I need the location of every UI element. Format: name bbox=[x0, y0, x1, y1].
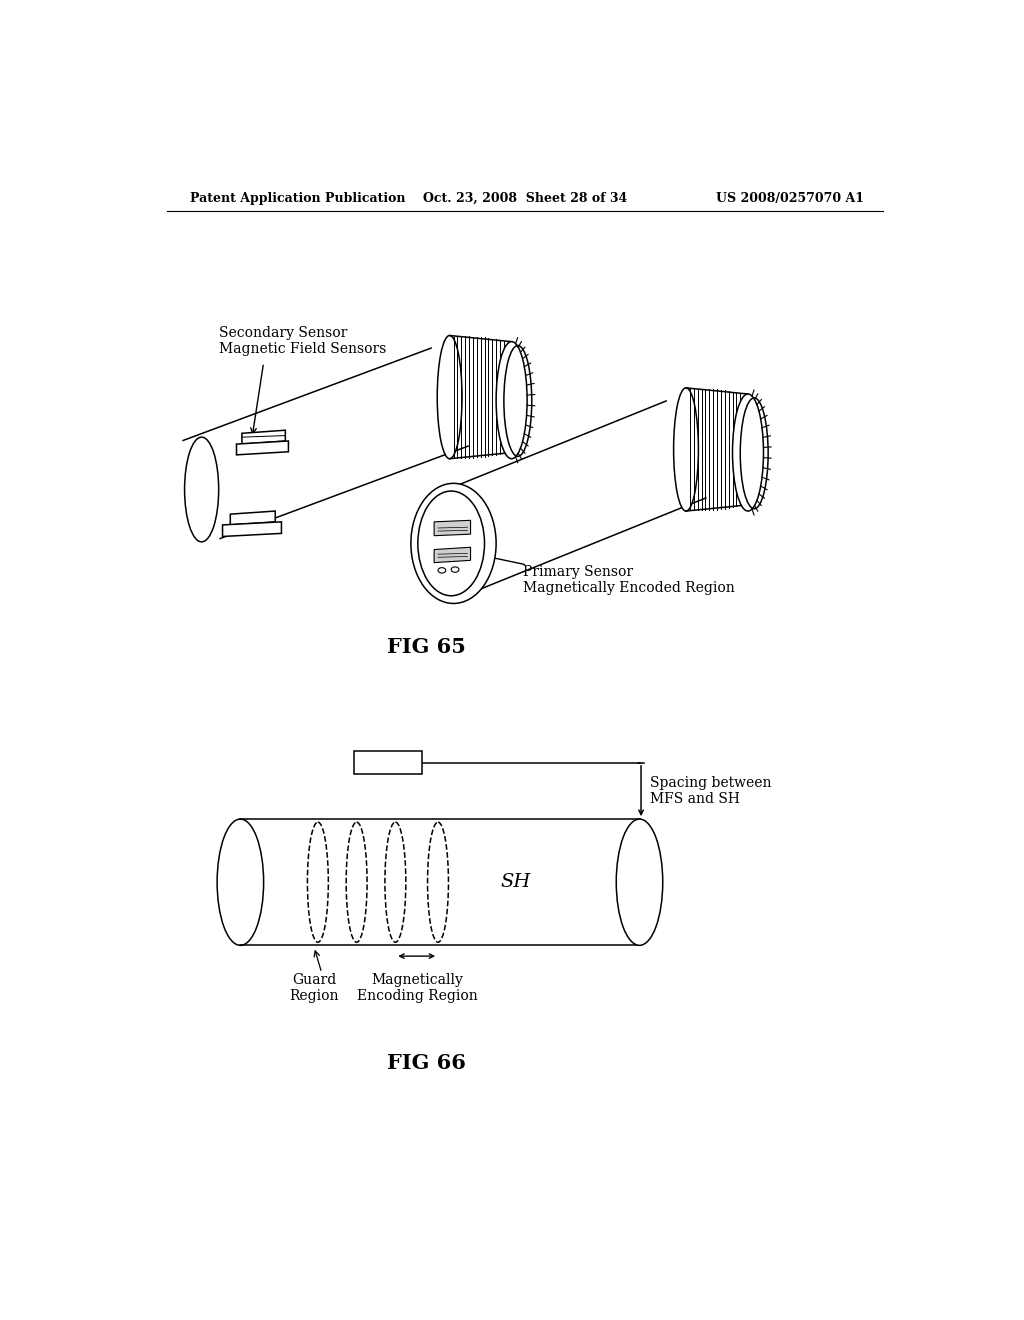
Ellipse shape bbox=[437, 335, 462, 459]
Text: FIG 66: FIG 66 bbox=[387, 1053, 466, 1073]
Ellipse shape bbox=[732, 395, 764, 511]
Polygon shape bbox=[222, 521, 282, 536]
Text: Patent Application Publication: Patent Application Publication bbox=[190, 191, 406, 205]
Text: Guard
Region: Guard Region bbox=[289, 973, 339, 1003]
Text: Primary Sensor
Magnetically Encoded Region: Primary Sensor Magnetically Encoded Regi… bbox=[523, 565, 735, 595]
Ellipse shape bbox=[438, 568, 445, 573]
Ellipse shape bbox=[496, 342, 527, 459]
Text: SH: SH bbox=[501, 874, 530, 891]
Ellipse shape bbox=[217, 818, 263, 945]
Text: Oct. 23, 2008  Sheet 28 of 34: Oct. 23, 2008 Sheet 28 of 34 bbox=[423, 191, 627, 205]
Polygon shape bbox=[183, 348, 468, 539]
Ellipse shape bbox=[616, 818, 663, 945]
Ellipse shape bbox=[411, 483, 496, 603]
Text: US 2008/0257070 A1: US 2008/0257070 A1 bbox=[716, 191, 864, 205]
Polygon shape bbox=[434, 520, 471, 536]
Ellipse shape bbox=[452, 566, 459, 573]
Polygon shape bbox=[230, 511, 275, 525]
Text: Secondary Sensor
Magnetic Field Sensors: Secondary Sensor Magnetic Field Sensors bbox=[219, 326, 387, 356]
Text: Magnetically
Encoding Region: Magnetically Encoding Region bbox=[356, 973, 477, 1003]
Bar bbox=[353, 751, 422, 775]
Polygon shape bbox=[242, 430, 286, 444]
Polygon shape bbox=[434, 548, 471, 562]
Text: Spacing between
MFS and SH: Spacing between MFS and SH bbox=[650, 776, 772, 807]
Ellipse shape bbox=[674, 388, 698, 511]
Text: FIG 65: FIG 65 bbox=[387, 638, 466, 657]
Polygon shape bbox=[237, 441, 289, 455]
Ellipse shape bbox=[184, 437, 219, 541]
Text: SSU: SSU bbox=[371, 756, 404, 770]
Polygon shape bbox=[433, 401, 706, 591]
